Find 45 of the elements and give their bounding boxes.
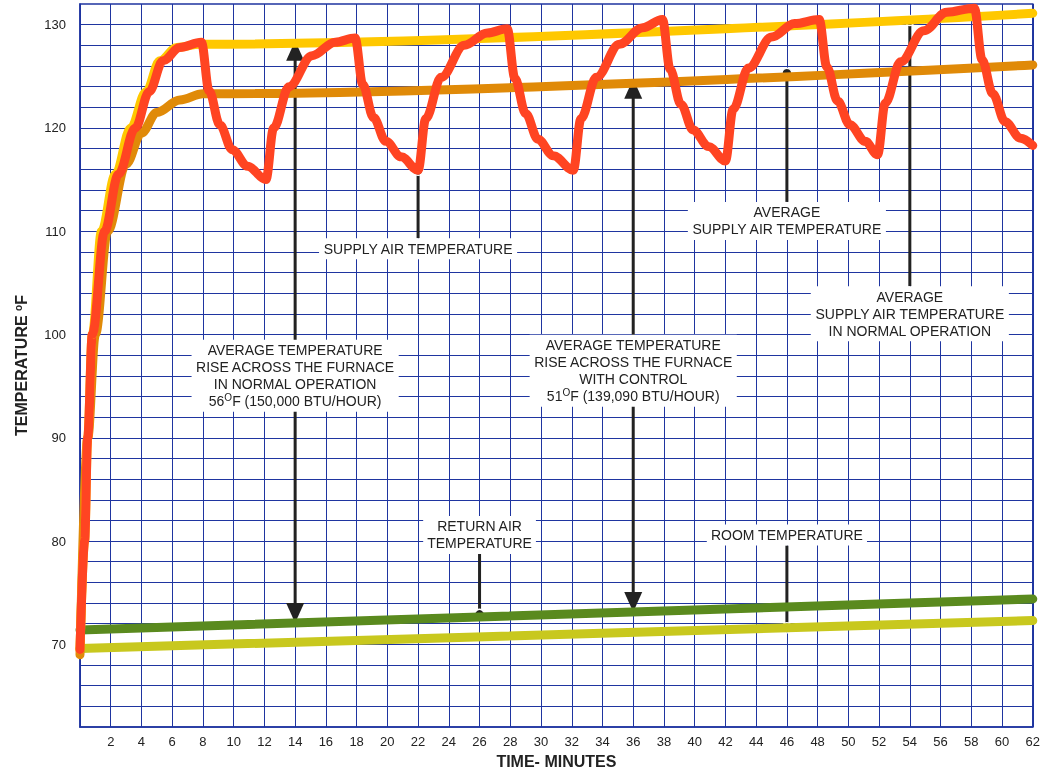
x-tick-label: 42 (718, 734, 733, 749)
x-tick-label: 16 (318, 734, 334, 749)
x-tick-label: 24 (441, 734, 457, 749)
y-tick-label: 130 (44, 17, 66, 33)
x-tick-label: 6 (168, 734, 176, 749)
x-tick-label: 40 (687, 734, 702, 749)
x-tick-label: 8 (199, 734, 207, 749)
x-tick-label: 32 (564, 734, 579, 749)
y-tick-label: 110 (45, 223, 66, 239)
annotation: ROOM TEMPERATURE (710, 526, 863, 543)
annotation: RETURN AIR TEMPERATURE (427, 518, 532, 552)
y-tick-label: 90 (51, 430, 66, 446)
annotation: AVERAGE SUPPLY AIR TEMPERATURE IN NORMAL OPERATION (815, 288, 1005, 339)
x-tick-label: 22 (410, 734, 426, 749)
x-tick-label: 20 (380, 734, 395, 749)
x-tick-label: 54 (902, 734, 918, 749)
x-tick-label: 28 (503, 734, 518, 749)
x-tick-label: 34 (595, 734, 610, 749)
x-tick-label: 48 (810, 734, 825, 749)
x-tick-label: 56 (933, 734, 948, 749)
x-tick-label: 4 (137, 734, 146, 749)
x-tick-label: 36 (625, 734, 641, 749)
y-tick-label: 100 (44, 327, 66, 343)
x-tick-label: 44 (748, 734, 764, 749)
x-tick-label: 14 (287, 734, 303, 749)
y-tick-label: 80 (51, 533, 66, 549)
x-tick-label: 46 (779, 734, 795, 749)
y-axis-title: TEMPERATURE oF (12, 294, 30, 436)
x-tick-label: 58 (964, 734, 979, 749)
x-tick-label: 26 (472, 734, 487, 749)
annotation: AVERAGE SUPPLY AIR TEMPERATURE (692, 204, 882, 238)
x-tick-label: 50 (841, 734, 856, 749)
x-tick-label: 10 (226, 734, 241, 749)
x-axis-title: TIME- MINUTES (496, 752, 617, 770)
x-tick-label: 12 (257, 734, 272, 749)
x-tick-label: 52 (871, 734, 887, 749)
x-tick-label: 18 (349, 734, 364, 749)
y-tick-label: 120 (44, 120, 66, 136)
x-tick-label: 2 (107, 734, 115, 749)
x-tick-label: 60 (994, 734, 1010, 749)
x-tick-label: 38 (656, 734, 672, 749)
y-tick-label: 70 (51, 636, 66, 652)
x-tick-label: 62 (1025, 734, 1040, 749)
x-tick-label: 30 (533, 734, 549, 749)
annotation: SUPPLY AIR TEMPERATURE (323, 240, 513, 257)
